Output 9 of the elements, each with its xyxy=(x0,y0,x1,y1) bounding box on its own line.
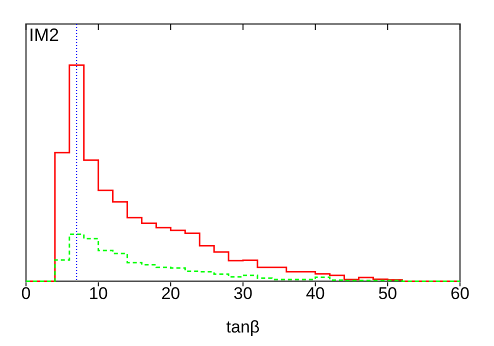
x-tick-label: 50 xyxy=(378,284,398,304)
x-tick-label: 60 xyxy=(450,284,470,304)
x-tick-label: 40 xyxy=(306,284,325,304)
x-tick-label: 10 xyxy=(88,284,108,304)
x-tick-label: 0 xyxy=(21,284,31,304)
x-tick-label: 20 xyxy=(161,284,180,304)
x-axis-title: tanβ xyxy=(226,317,260,336)
text: IM2 xyxy=(29,24,60,45)
x-tick-label: 30 xyxy=(234,284,252,304)
